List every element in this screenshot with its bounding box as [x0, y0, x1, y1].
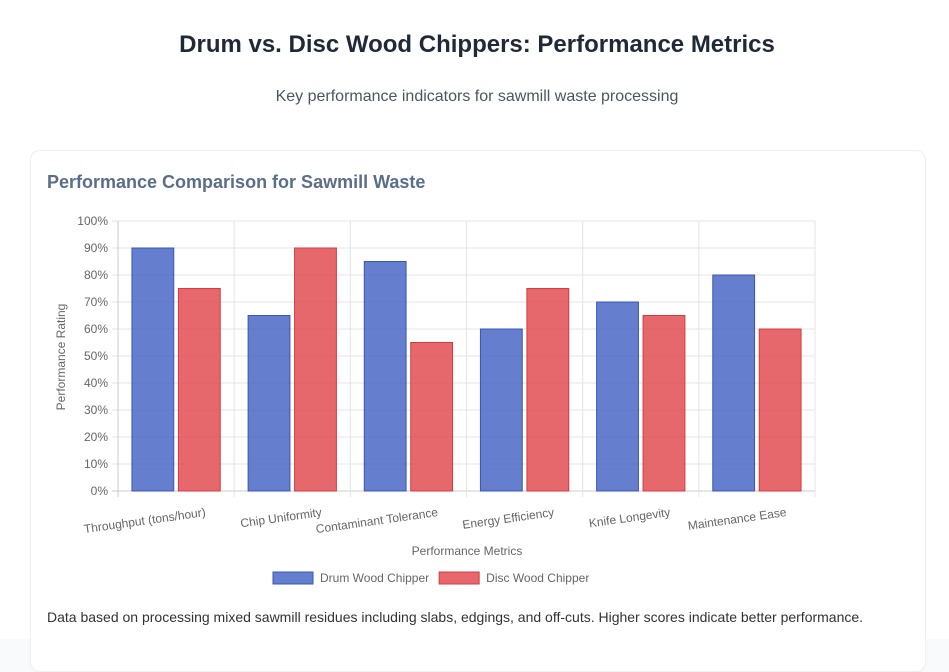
chart-footnote: Data based on processing mixed sawmill r… [47, 609, 864, 625]
bar-disc-5[interactable] [758, 328, 802, 492]
y-tick-label: 30% [84, 403, 108, 417]
bar-drum-1[interactable] [247, 315, 291, 492]
legend-label: Disc Wood Chipper [486, 571, 589, 585]
bar-disc-4[interactable] [642, 315, 686, 492]
x-tick-label: Contaminant Tolerance [315, 505, 439, 536]
y-tick-label: 70% [84, 295, 108, 309]
bar-chart: 0% 10% 20% 30% 40% 50% 60% 70% 80% 90% 100% Through… [54, 214, 816, 585]
x-axis-title: Performance Metrics [412, 544, 523, 558]
y-tick-label: 100% [77, 214, 108, 228]
x-tick-label: Maintenance Ease [687, 505, 788, 533]
bar-disc-3[interactable] [526, 288, 570, 492]
y-tick-label: 60% [84, 322, 108, 336]
legend: Drum Wood Chipper Disc Wood Chipper [272, 571, 589, 585]
chart-card: Performance Comparison for Sawmill Waste… [30, 150, 926, 672]
y-tick-label: 80% [84, 268, 108, 282]
legend-item-drum[interactable]: Drum Wood Chipper [272, 571, 429, 585]
bar-disc-2[interactable] [410, 342, 454, 492]
x-tick-label: Throughput (tons/hour) [83, 505, 207, 536]
chart-title: Performance Comparison for Sawmill Waste [47, 172, 426, 192]
x-tick-label: Knife Longevity [588, 505, 671, 530]
y-tick-label: 10% [84, 457, 108, 471]
y-tick-label: 50% [84, 349, 108, 363]
page-title: Drum vs. Disc Wood Chippers: Performance… [179, 31, 775, 58]
page-subtitle: Key performance indicators for sawmill w… [275, 88, 679, 105]
legend-label: Drum Wood Chipper [320, 571, 429, 585]
y-tick-label: 40% [84, 376, 108, 390]
y-tick-label: 90% [84, 241, 108, 255]
bar-disc-1[interactable] [294, 247, 337, 492]
y-tick-label: 20% [84, 430, 108, 444]
bar-drum-2[interactable] [363, 261, 407, 492]
legend-item-disc[interactable]: Disc Wood Chipper [438, 571, 589, 585]
y-tick-label: 0% [91, 484, 109, 498]
x-tick-label: Energy Efficiency [461, 505, 555, 532]
grid [112, 220, 816, 497]
x-tick-label: Chip Uniformity [239, 505, 322, 530]
bar-drum-0[interactable] [131, 247, 175, 492]
y-axis-title: Performance Rating [54, 304, 68, 411]
legend-swatch [438, 571, 480, 585]
bar-drum-4[interactable] [596, 301, 639, 492]
legend-swatch [272, 571, 314, 585]
bar-drum-5[interactable] [712, 274, 756, 492]
bar-drum-3[interactable] [479, 328, 523, 492]
bars [131, 247, 802, 492]
bar-disc-0[interactable] [177, 288, 221, 492]
